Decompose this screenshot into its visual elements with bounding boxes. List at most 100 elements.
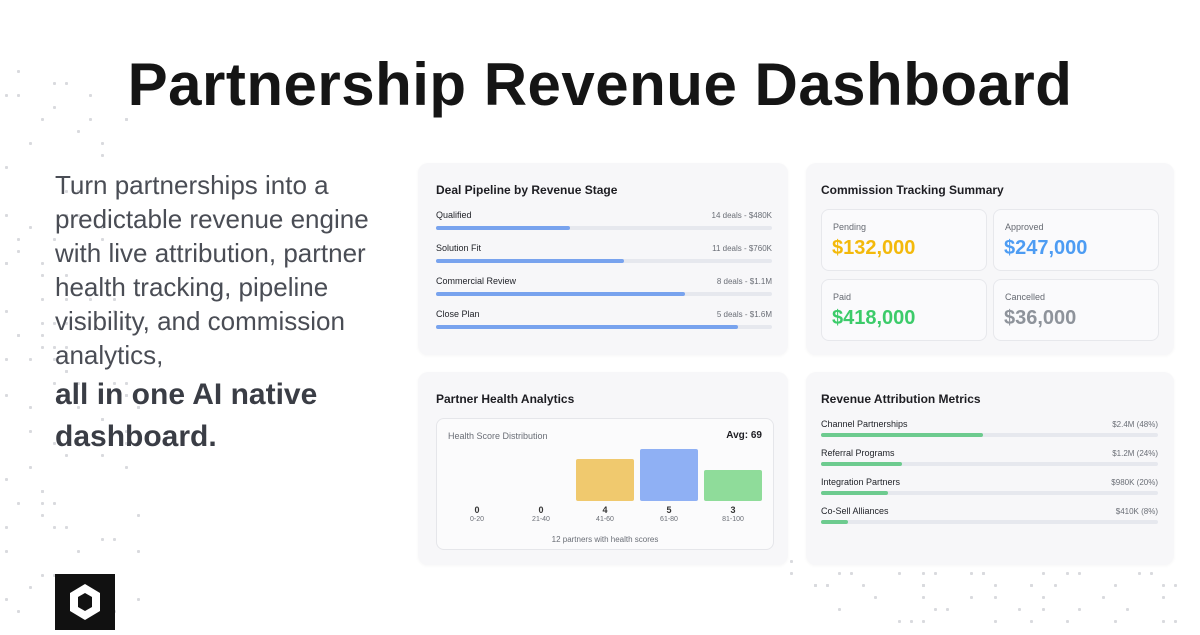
channel-name: Channel Partnerships (821, 419, 908, 429)
dot (970, 596, 973, 599)
dot (994, 596, 997, 599)
dot (1018, 608, 1021, 611)
histogram-bar (704, 469, 762, 501)
dot (1138, 572, 1141, 575)
dot (1162, 620, 1165, 623)
histogram-bar (576, 459, 634, 501)
channel-name: Referral Programs (821, 448, 895, 458)
dot (790, 572, 793, 575)
dot (922, 620, 925, 623)
dot (41, 262, 44, 265)
dot (29, 586, 32, 589)
tile-label: Cancelled (1005, 292, 1046, 302)
stage-name: Qualified (436, 210, 472, 220)
dot (113, 382, 116, 385)
dot (970, 572, 973, 575)
dot (17, 238, 20, 241)
progress-bar (436, 325, 739, 329)
dot (77, 130, 80, 133)
dot (53, 106, 56, 109)
dot (1162, 584, 1165, 587)
dot (53, 526, 56, 529)
tile-amount: $36,000 (1004, 307, 1077, 329)
logo-icon (70, 584, 100, 620)
channel-summary: $2.4M (48%) (1112, 420, 1158, 429)
intro-text: Turn partnerships into a predictable rev… (55, 170, 369, 370)
commission-tile: Cancelled $36,000 (993, 279, 1159, 341)
dot (113, 538, 116, 541)
dot (5, 598, 8, 601)
dot (922, 584, 925, 587)
tile-label: Paid (833, 292, 852, 302)
dot (89, 94, 92, 97)
stage-name: Commercial Review (436, 276, 517, 286)
dot (65, 322, 68, 325)
dot (5, 310, 8, 313)
dot (101, 538, 104, 541)
intro-emphasis: all in one AI native dashboard. (55, 378, 318, 453)
share-track (821, 462, 1158, 466)
commission-tile: Pending $132,000 (821, 209, 987, 271)
dot (53, 82, 56, 85)
dot (65, 274, 68, 277)
dot (101, 454, 104, 457)
dot (1078, 608, 1081, 611)
dot (5, 262, 8, 265)
dot (65, 526, 68, 529)
dot (814, 584, 817, 587)
dot (934, 572, 937, 575)
dot (53, 322, 56, 325)
channel-summary: $980K (20%) (1111, 478, 1158, 487)
dot (53, 574, 56, 577)
dot (77, 190, 80, 193)
dot (125, 466, 128, 469)
dot (1102, 596, 1105, 599)
dot (1150, 572, 1153, 575)
share-bar (821, 462, 902, 466)
dot (5, 358, 8, 361)
dot (5, 94, 8, 97)
dot (53, 442, 56, 445)
histogram-bar (640, 449, 698, 501)
bucket-range: 0-20 (469, 516, 484, 523)
dot (29, 406, 32, 409)
progress-track (436, 292, 772, 296)
dot (1030, 584, 1033, 587)
dot (41, 322, 44, 325)
dot (838, 572, 841, 575)
dot (101, 226, 104, 229)
dot (29, 358, 32, 361)
progress-bar (436, 226, 571, 230)
dot (29, 466, 32, 469)
dot (77, 550, 80, 553)
dot (137, 550, 140, 553)
bucket-count: 0 (538, 505, 544, 515)
dot (77, 382, 80, 385)
bucket-range: 41-60 (596, 516, 614, 523)
progress-bar (436, 292, 685, 296)
dot (41, 514, 44, 517)
share-track (821, 491, 1158, 495)
dot (41, 490, 44, 493)
dot (77, 406, 80, 409)
dot (17, 334, 20, 337)
card-title: Commission Tracking Summary (821, 183, 1004, 197)
dot (65, 82, 68, 85)
dot (1078, 572, 1081, 575)
dot (838, 608, 841, 611)
dot (41, 346, 44, 349)
tile-label: Approved (1005, 222, 1044, 232)
bucket-count: 0 (474, 505, 480, 515)
dot (41, 334, 44, 337)
dot (137, 598, 140, 601)
bucket-range: 61-80 (660, 516, 678, 523)
dot (41, 274, 44, 277)
dot (5, 394, 8, 397)
dot (137, 514, 140, 517)
dot (5, 166, 8, 169)
channel-name: Co-Sell Alliances (821, 506, 889, 516)
stage-summary: 14 deals - $480K (711, 211, 773, 220)
dot (5, 550, 8, 553)
dot (922, 572, 925, 575)
dot (65, 370, 68, 373)
